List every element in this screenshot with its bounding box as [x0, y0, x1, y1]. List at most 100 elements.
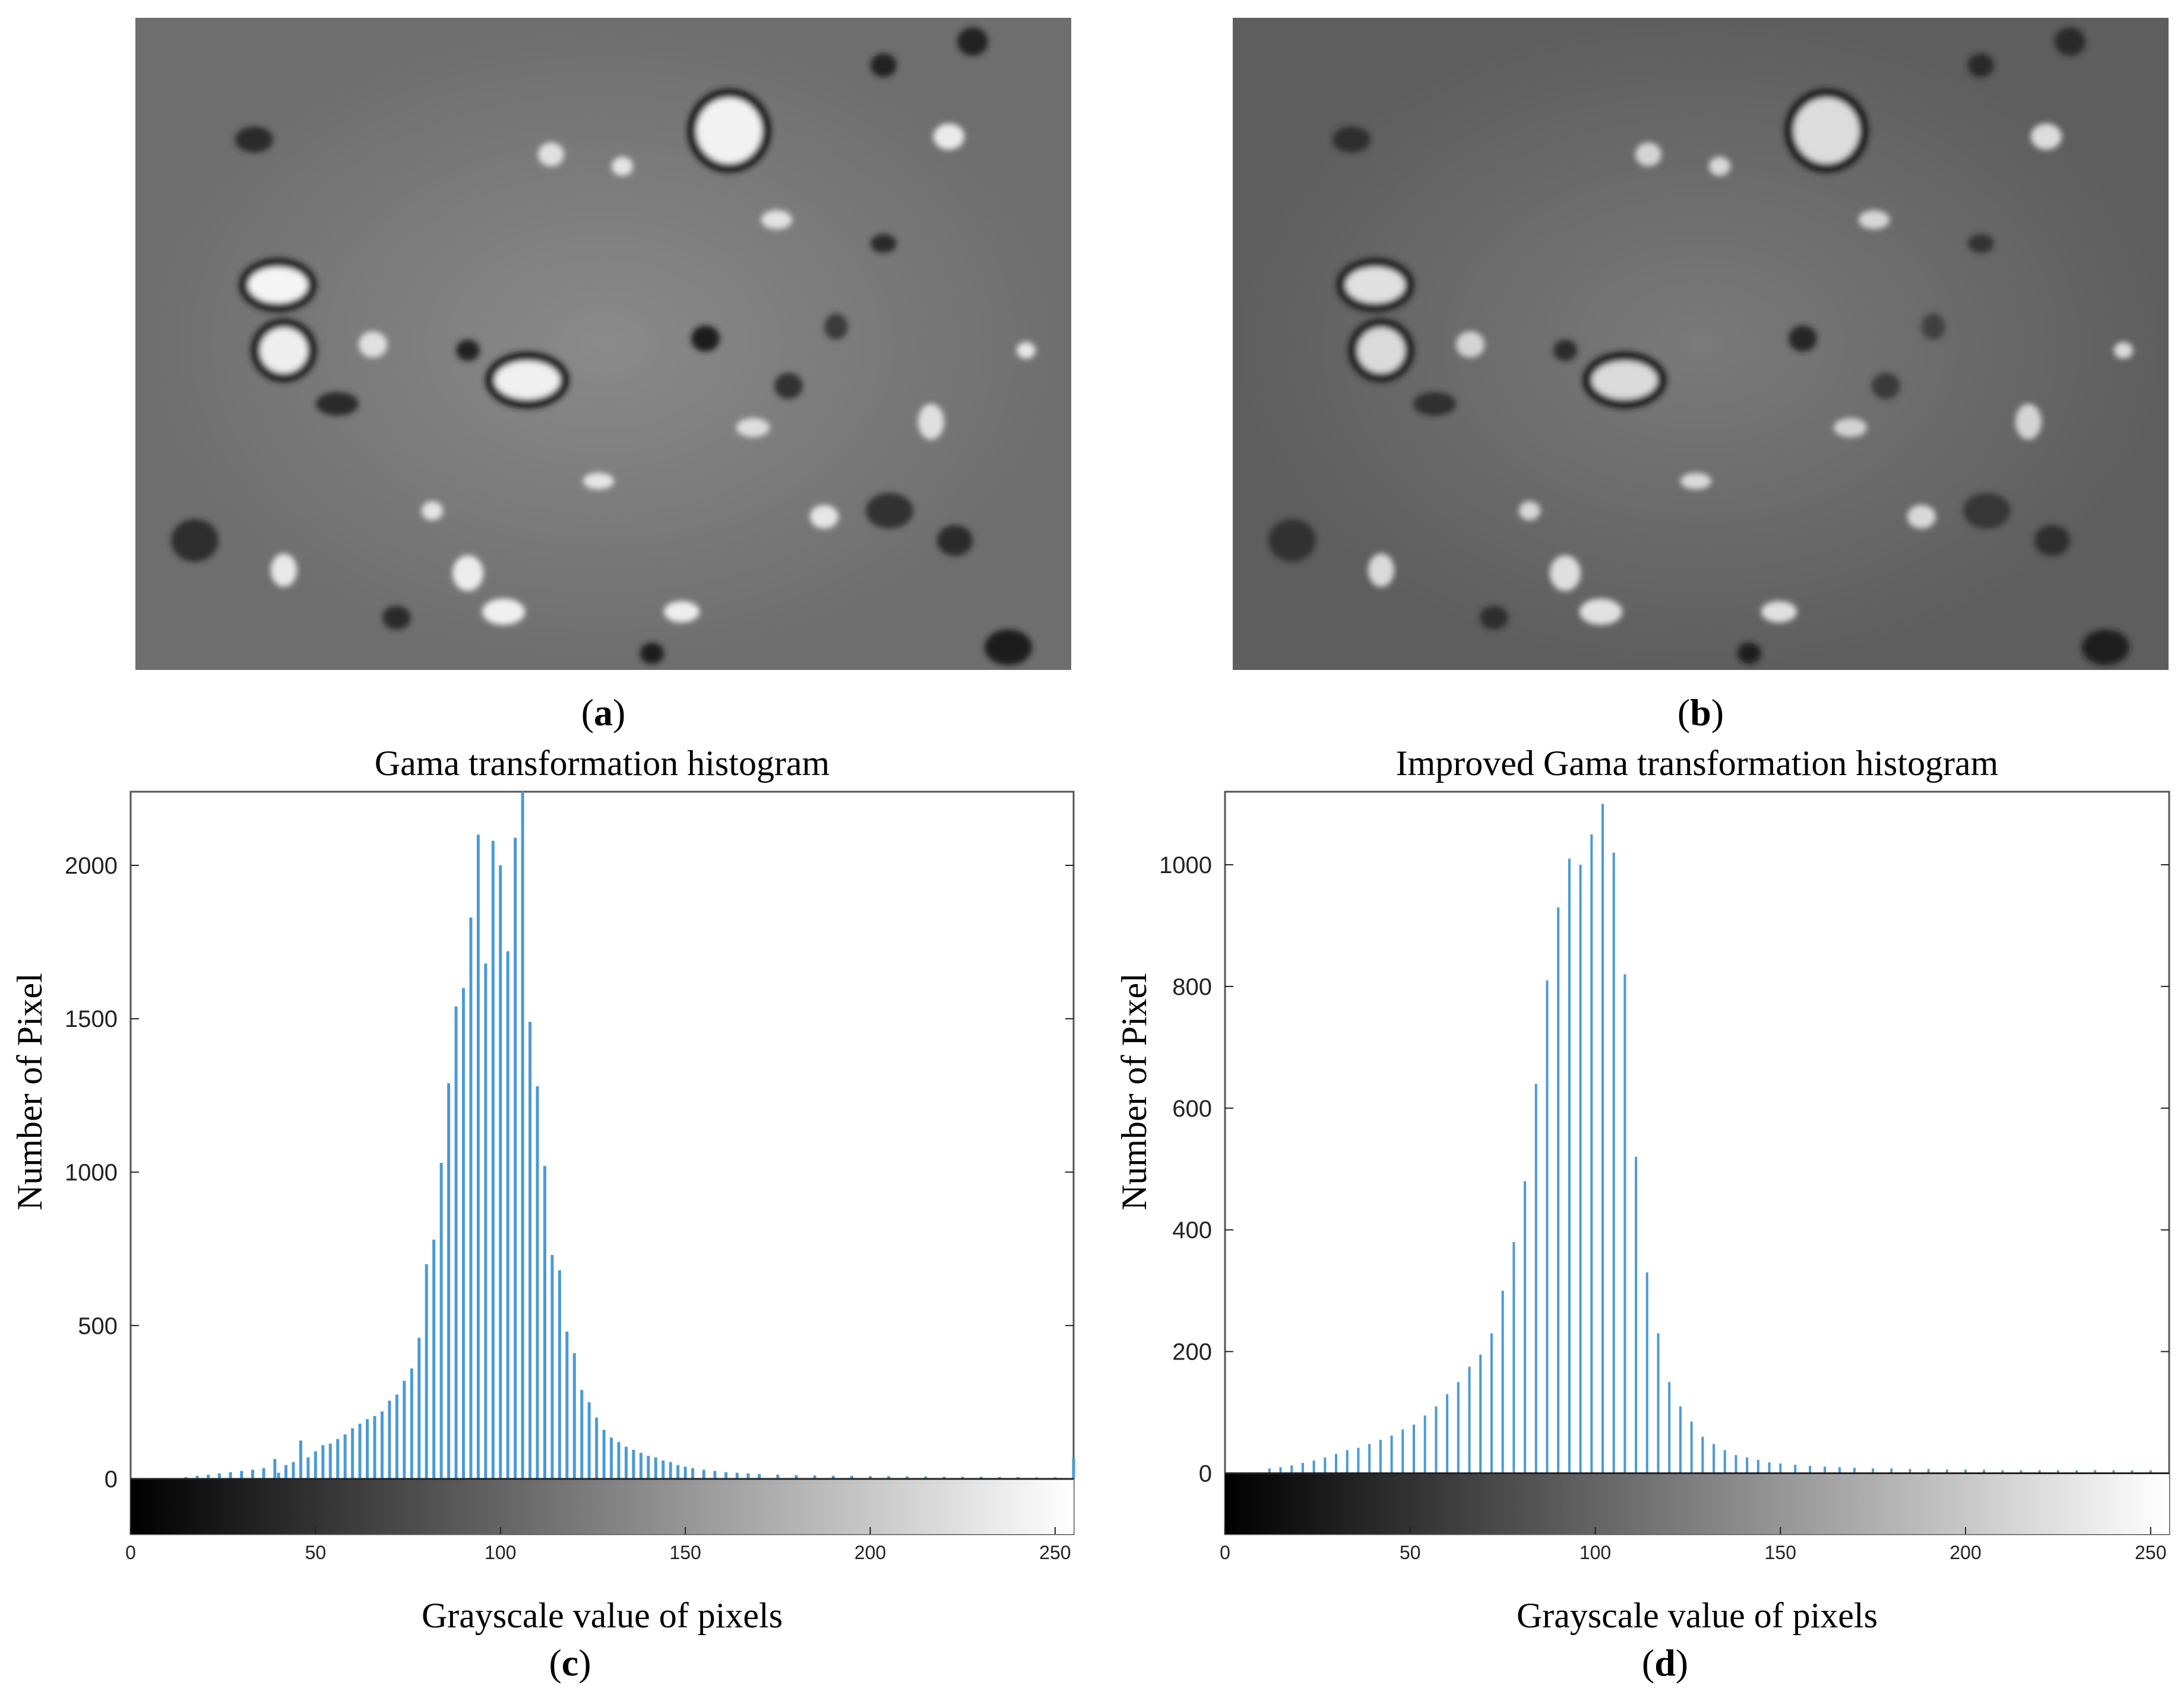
histogram-bar [1546, 980, 1549, 1474]
histogram-bar [432, 1240, 436, 1479]
micrograph-particle [1480, 606, 1508, 630]
histogram-bar [1335, 1453, 1338, 1474]
micrograph-particle [1635, 143, 1661, 166]
histogram-bar [1072, 1457, 1075, 1479]
histogram-bar [813, 1475, 816, 1479]
histogram-bar [691, 1468, 695, 1479]
histogram-bar [735, 1472, 739, 1479]
histogram-bar [1279, 1467, 1282, 1474]
panel-label-c: (c) [549, 1642, 591, 1684]
micrograph-particle [612, 157, 633, 176]
micrograph-particle [774, 373, 803, 399]
micrograph-particle [171, 519, 219, 562]
micrograph-particle [957, 27, 988, 56]
histogram-bar [2075, 1470, 2078, 1474]
histogram-bar [1534, 1083, 1537, 1474]
histogram-bar [195, 1475, 199, 1479]
micrograph-particle [1413, 392, 1456, 416]
x-tick-label: 50 [1400, 1542, 1421, 1563]
micrograph-particle [2034, 525, 2070, 556]
histogram-bar [1468, 1367, 1471, 1474]
histogram-bar [1579, 864, 1582, 1474]
x-tick-label: 50 [305, 1542, 327, 1563]
x-axis-label: Grayscale value of pixels [422, 1596, 783, 1635]
histogram-bar [654, 1457, 657, 1479]
grayscale-colorbar [131, 1479, 1074, 1534]
histogram-bar [2131, 1470, 2134, 1474]
x-tick-label: 250 [1039, 1542, 1071, 1563]
histogram-bar [469, 917, 473, 1479]
histogram-bar [284, 1465, 288, 1479]
histogram-bar [850, 1475, 853, 1479]
micrograph-a [135, 18, 1071, 670]
micrograph-particle [1357, 328, 1405, 373]
histogram-bar [491, 840, 495, 1479]
histogram-bar [1557, 907, 1560, 1474]
histogram-bar [1890, 1468, 1893, 1474]
histogram-bar [1312, 1460, 1315, 1474]
histogram-bar [1379, 1440, 1382, 1474]
micrograph-particle [664, 601, 699, 622]
histogram-bar [746, 1473, 750, 1479]
histogram-bar [461, 988, 465, 1479]
histogram-bar [1623, 974, 1626, 1474]
plot-area [1224, 791, 2170, 1535]
histogram-bar [776, 1474, 780, 1479]
histogram-bar [1390, 1436, 1393, 1474]
micrograph-particle [1553, 340, 1577, 361]
micrograph-particle [1456, 331, 1485, 358]
histogram-bar [565, 1332, 569, 1479]
micrograph-particle [2015, 404, 2041, 440]
y-tick-label: 800 [1172, 974, 1212, 1000]
histogram-bar [713, 1471, 717, 1479]
micrograph-particle [810, 505, 838, 529]
micrograph-particle [1922, 314, 1945, 340]
micrograph-particle [761, 210, 792, 229]
histogram-bar [454, 1006, 458, 1479]
micrograph-particle [1907, 505, 1936, 529]
histogram-bar [1357, 1447, 1360, 1474]
histogram-bar [184, 1477, 188, 1479]
micrograph-particle [538, 143, 564, 166]
histogram-bar [1413, 1424, 1415, 1474]
histogram-bar [998, 1477, 1001, 1479]
histogram-bar [262, 1468, 265, 1479]
histogram-bar [795, 1475, 798, 1479]
micrograph-particle [1872, 373, 1900, 399]
micrograph-particle [456, 340, 480, 361]
histogram-bar [2020, 1470, 2022, 1474]
x-tick-label: 0 [1220, 1542, 1230, 1563]
histogram-bar [1964, 1469, 1967, 1474]
chart-title: Improved Gama transformation histogram [1396, 744, 1999, 783]
histogram-bar [906, 1476, 909, 1479]
histogram-bar [868, 1476, 872, 1479]
histogram-bar [1927, 1469, 1930, 1474]
histogram-bar [1779, 1463, 1782, 1474]
histogram-bar [924, 1476, 928, 1479]
histogram-bar [572, 1353, 576, 1479]
histogram-bar [1479, 1354, 1482, 1474]
y-tick-label: 500 [78, 1313, 118, 1339]
histogram-bar [1568, 858, 1571, 1474]
histogram-bar [887, 1476, 891, 1479]
x-tick-label: 0 [125, 1542, 136, 1563]
histogram-bar [343, 1434, 347, 1479]
histogram-bar [1713, 1444, 1715, 1474]
micrograph-particle [871, 234, 897, 253]
micrograph-particle [691, 325, 720, 352]
micrograph-particle [1709, 157, 1730, 176]
histogram-bar [528, 1022, 532, 1479]
y-tick-label: 0 [105, 1466, 118, 1493]
histogram-bar [676, 1465, 680, 1479]
histogram-bar [536, 1086, 539, 1479]
histogram-bar [499, 865, 502, 1479]
histogram-bar [1872, 1468, 1875, 1474]
histogram-bar [388, 1400, 391, 1479]
histogram-bar [1423, 1415, 1426, 1474]
histogram-bar [979, 1477, 983, 1479]
histogram-bar [207, 1474, 210, 1479]
histogram-bar [425, 1264, 428, 1479]
micrograph-particle [382, 606, 411, 630]
micrograph-particle [937, 525, 973, 556]
histogram-bar [758, 1474, 761, 1479]
